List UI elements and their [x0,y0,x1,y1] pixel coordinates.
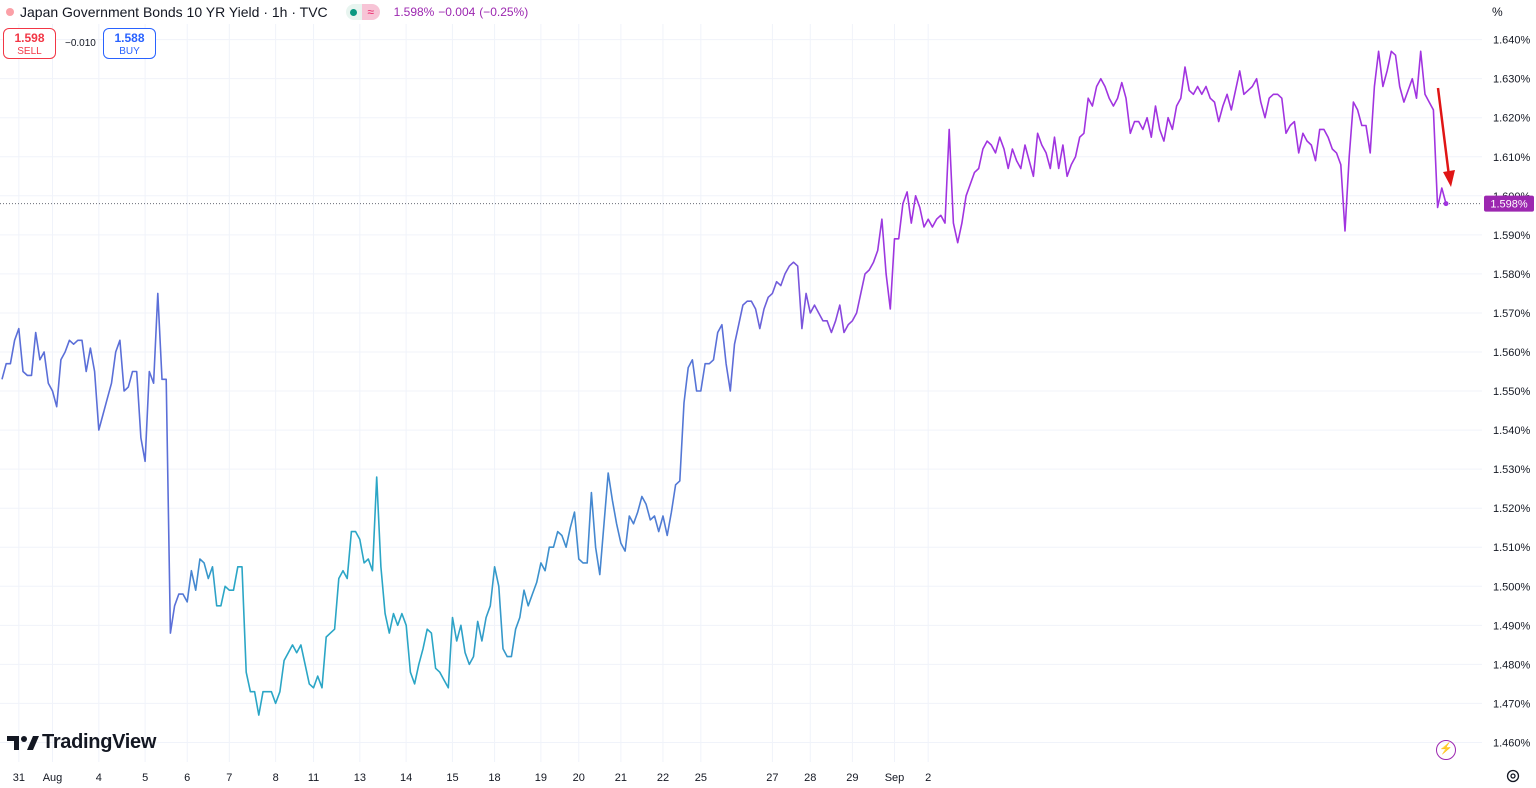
buy-value: 1.588 [114,31,145,45]
x-tick-label: 28 [804,772,816,784]
y-tick-label: 1.560% [1493,347,1531,359]
approx-icon: ≈ [361,4,380,20]
x-tick-label: 4 [96,772,102,784]
last-point-marker [1443,201,1449,207]
x-tick-label: 22 [657,772,669,784]
y-tick-label: 1.530% [1493,464,1531,476]
y-tick-label: 1.570% [1493,308,1531,320]
sell-button[interactable]: 1.598 SELL [3,28,56,59]
sell-label: SELL [17,46,42,57]
y-tick-label: 1.470% [1493,698,1531,710]
tradingview-logo-icon [7,735,39,750]
x-tick-label: 2 [925,772,931,784]
settings-gear-icon[interactable] [1505,768,1521,784]
y-tick-label: 1.610% [1493,152,1531,164]
market-status-pill[interactable]: ≈ [345,4,380,20]
x-tick-label: 7 [226,772,232,784]
x-tick-label: 5 [142,772,148,784]
price-scale-unit[interactable]: % [1492,5,1503,19]
price-change-pct: (−0.25%) [479,5,529,19]
x-tick-label: 6 [184,772,190,784]
y-tick-label: 1.630% [1493,74,1531,86]
x-tick-label: 21 [615,772,627,784]
x-tick-label: Sep [885,772,905,784]
x-tick-label: 20 [573,772,585,784]
annotation-arrow-shaft [1436,87,1451,177]
y-tick-label: 1.500% [1493,581,1531,593]
price-badge-label: 1.598% [1490,199,1528,211]
x-tick-label: 14 [400,772,412,784]
y-tick-label: 1.540% [1493,425,1531,437]
y-tick-label: 1.490% [1493,620,1531,632]
spread-value: −0.010 [65,38,96,49]
x-tick-label: 11 [308,772,319,784]
x-tick-label: 18 [488,772,500,784]
chart-legend-header: Japan Government Bonds 10 YR Yield · 1h … [6,3,528,21]
symbol-status-icon [6,8,14,16]
last-price: 1.598% [393,5,435,19]
tradingview-logo[interactable]: TradingView [6,731,156,754]
x-tick-label: 29 [846,772,858,784]
x-tick-label: Aug [43,772,63,784]
price-badge [1484,195,1534,212]
x-tick-label: 15 [446,772,458,784]
price-change: −0.004 [438,5,476,19]
x-tick-label: 27 [766,772,778,784]
x-tick-label: 31 [13,772,25,784]
y-tick-label: 1.580% [1493,269,1531,281]
tradingview-logo-text: TradingView [42,731,157,753]
y-tick-label: 1.620% [1493,113,1531,125]
symbol-title[interactable]: Japan Government Bonds 10 YR Yield · 1h … [20,4,328,20]
buy-label: BUY [119,46,140,57]
series-line[interactable] [1,50,1447,716]
x-tick-label: 19 [535,772,547,784]
y-tick-label: 1.510% [1493,542,1531,554]
sell-value: 1.598 [14,31,45,45]
y-tick-label: 1.550% [1493,386,1531,398]
x-tick-label: 13 [354,772,366,784]
x-tick-label: 25 [695,772,707,784]
x-tick-label: 8 [273,772,279,784]
buy-button[interactable]: 1.588 BUY [103,28,156,59]
lightning-icon[interactable]: ⚡ [1436,740,1456,760]
y-tick-label: 1.480% [1493,659,1531,671]
annotation-arrow-head [1443,170,1455,187]
y-tick-label: 1.640% [1493,35,1531,47]
market-open-icon [345,4,362,20]
y-tick-label: 1.520% [1493,503,1531,515]
y-tick-label: 1.460% [1493,737,1531,749]
y-tick-label: 1.590% [1493,230,1531,242]
